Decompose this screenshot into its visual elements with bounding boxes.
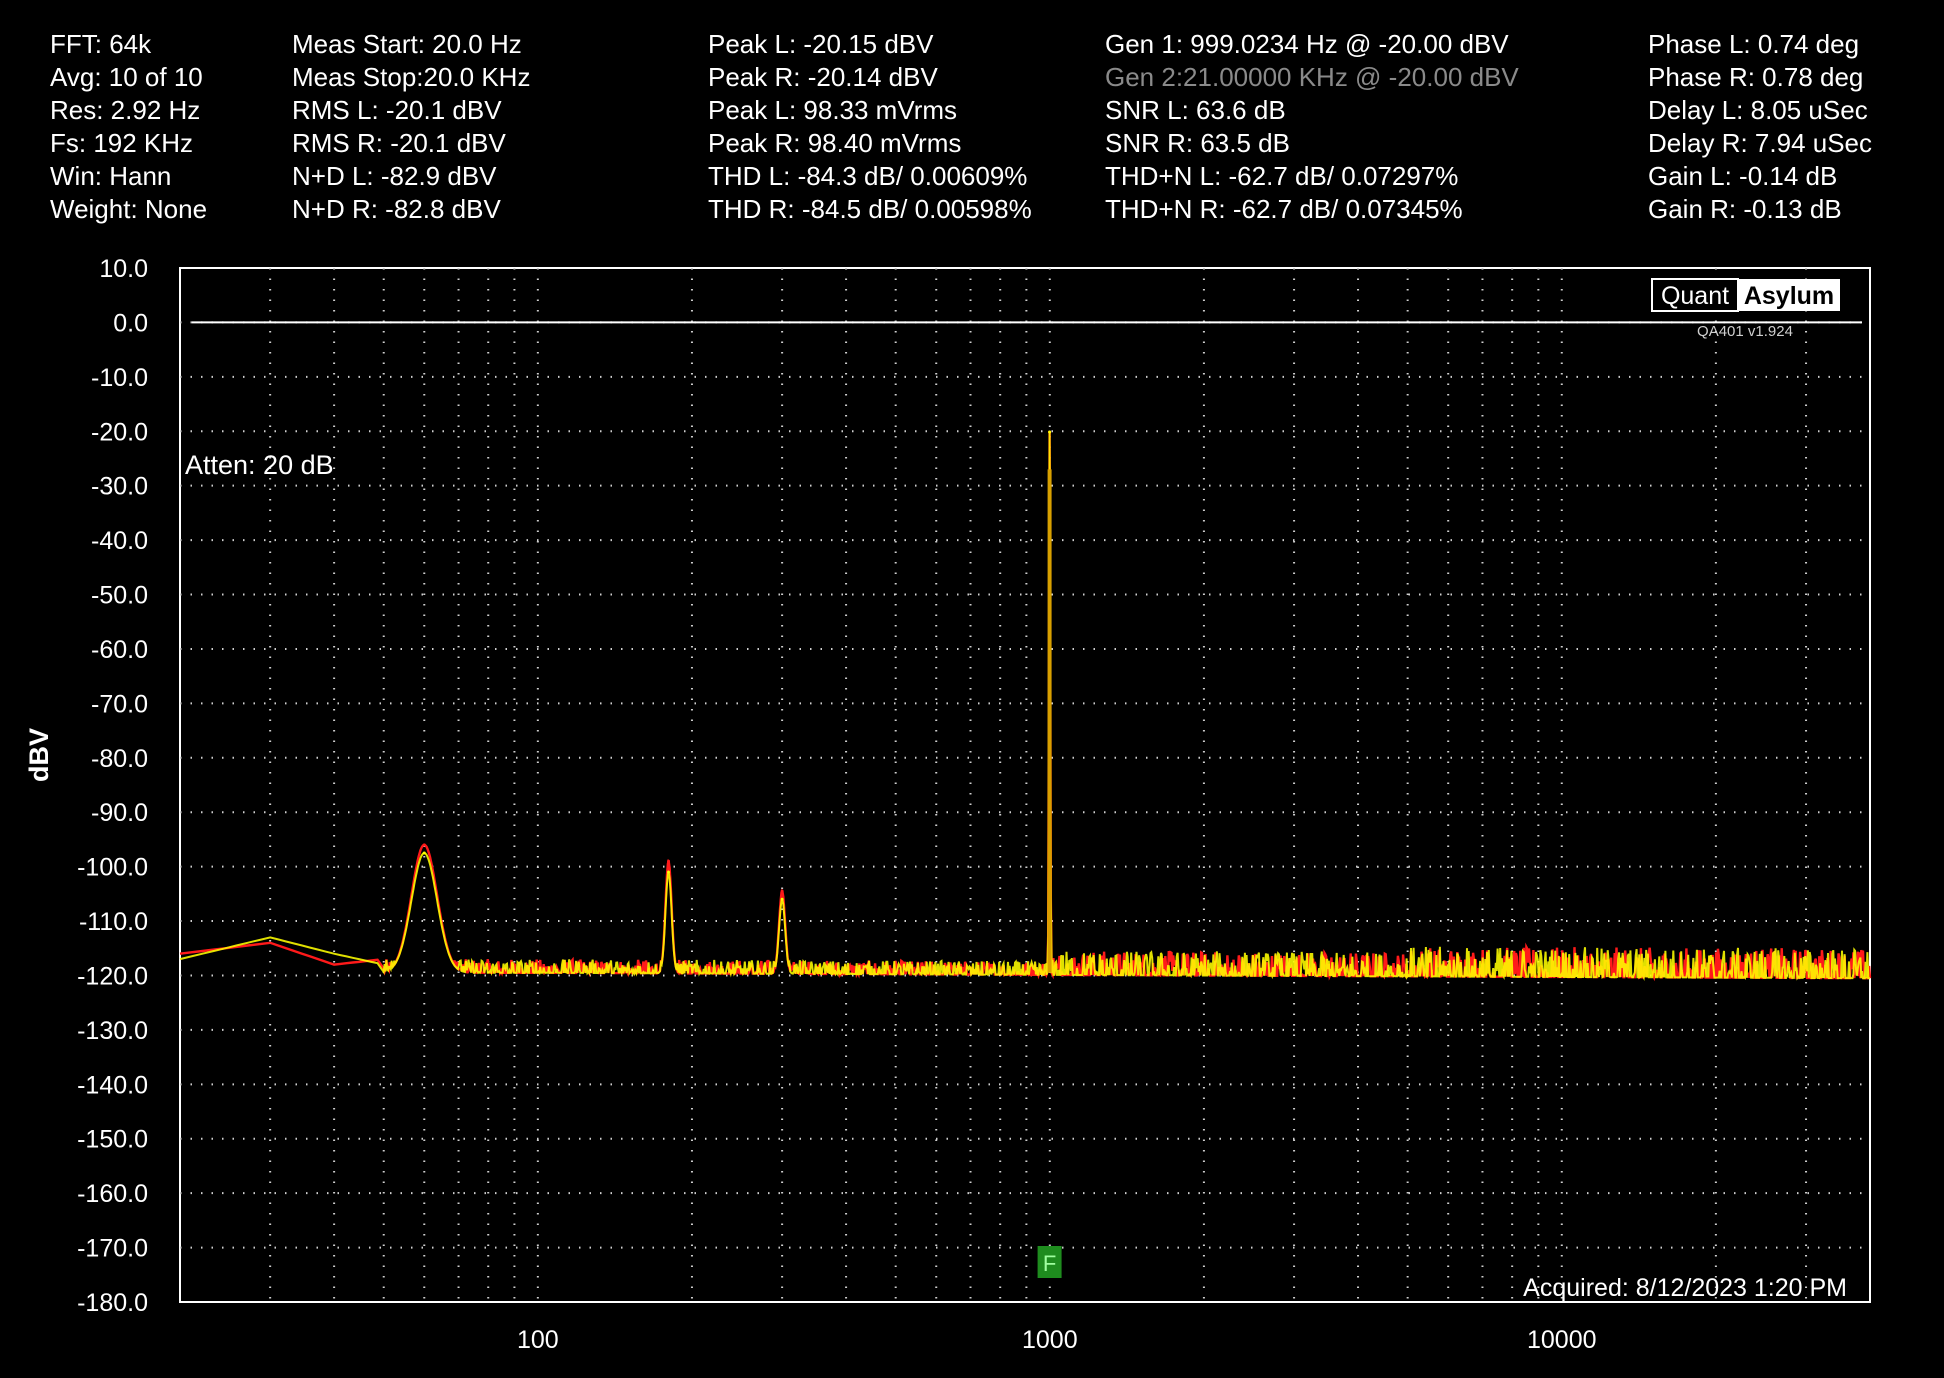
stat-line: Peak L: 98.33 mVrms [708,95,958,125]
logo-asylum-text: Asylum [1744,282,1834,310]
stat-line: SNR R: 63.5 dB [1105,128,1290,158]
stat-line: Delay R: 7.94 uSec [1648,128,1873,158]
x-tick-label: 10000 [1527,1326,1597,1354]
measurement-column: Meas Start: 20.0 Hz Meas Stop:20.0 KHz R… [292,28,530,226]
phase-gain-column: Phase L: 0.74 deg Phase R: 0.78 deg Dela… [1648,28,1872,226]
y-tick-labels: 10.0 0.0 -10.0 -20.0 -30.0 -40.0 -50.0 -60.0 -70… [77,255,148,1317]
plot-border [179,267,1871,1303]
peak-point-R [667,870,671,874]
stat-line: Res: 2.92 Hz [50,95,201,125]
y-tick-label: -50.0 [91,582,148,610]
y-tick-label: -150.0 [77,1126,148,1154]
traces [179,430,1872,982]
y-tick-label: -20.0 [91,418,148,446]
y-tick-label: -180.0 [77,1289,148,1317]
peak-point-L [422,843,426,847]
y-tick-label: -30.0 [91,473,148,501]
y-tick-label: -170.0 [77,1235,148,1263]
stat-line: THD+N R: -62.7 dB/ 0.07345% [1105,194,1463,224]
stat-line: N+D R: -82.8 dBV [292,194,501,224]
peak-point-L [780,889,784,893]
stat-line: RMS L: -20.1 dBV [292,95,502,125]
stat-line: Weight: None [50,194,208,224]
fft-settings-column: FFT: 64k Avg: 10 of 10 Res: 2.92 Hz Fs: … [50,28,207,226]
generator-snr-column: Gen 1: 999.0234 Hz @ -20.00 dBV Gen 2:21… [1105,28,1519,226]
stat-line: Peak R: -20.14 dBV [708,62,938,92]
y-tick-label: 0.0 [113,309,148,337]
stat-line: Win: Hann [50,161,172,191]
stat-line: Delay L: 8.05 uSec [1648,95,1868,125]
y-tick-label: -130.0 [77,1017,148,1045]
stat-line: SNR L: 63.6 dB [1105,95,1286,125]
version-label: QA401 v1.924 [1697,323,1793,340]
y-tick-label: -60.0 [91,636,148,664]
fundamental-marker[interactable]: F [1037,1246,1062,1278]
stat-line: FFT: 64k [50,29,152,59]
y-tick-label: 10.0 [99,255,148,283]
peak-point-R [1048,430,1052,434]
x-tick-label: 1000 [1022,1326,1078,1354]
y-tick-label: -70.0 [91,690,148,718]
y-tick-label: -80.0 [91,745,148,773]
stat-line: Avg: 10 of 10 [50,62,203,92]
logo-quant-box [1651,278,1739,312]
y-tick-label: -100.0 [77,854,148,882]
peak-point-R [780,897,784,901]
y-tick-label: -10.0 [91,364,148,392]
stat-line: Gen 1: 999.0234 Hz @ -20.00 dBV [1105,29,1509,59]
stat-line: Meas Start: 20.0 Hz [292,29,522,59]
logo-quant-text: Quant [1661,282,1729,310]
stat-line-disabled: Gen 2:21.00000 KHz @ -20.00 dBV [1105,62,1519,92]
stat-line: Peak R: 98.40 mVrms [708,128,962,158]
y-tick-label: -110.0 [79,908,148,936]
stat-line: Phase R: 0.78 deg [1648,62,1864,92]
y-tick-label: -140.0 [77,1071,148,1099]
stat-line: THD L: -84.3 dB/ 0.00609% [708,161,1028,191]
y-tick-label: -90.0 [91,799,148,827]
grid [180,268,1870,1302]
logo-asylum-box [1738,279,1840,311]
stat-line: Gain R: -0.13 dB [1648,194,1842,224]
peak-thd-column: Peak L: -20.15 dBV Peak R: -20.14 dBV Pe… [708,28,1032,226]
x-tick-label: 100 [517,1326,559,1354]
peak-point-R [422,851,426,855]
peak-point-L [667,859,671,863]
x-tick-labels: 100 1000 10000 [517,1326,1597,1354]
y-tick-label: -40.0 [91,527,148,555]
stat-line: N+D L: -82.9 dBV [292,161,497,191]
stat-line: Meas Stop:20.0 KHz [292,62,531,92]
stat-line: Gain L: -0.14 dB [1648,161,1838,191]
trace-R [179,431,1870,982]
stat-line: Peak L: -20.15 dBV [708,29,934,59]
marker-label: F [1043,1251,1056,1276]
y-tick-label: -120.0 [77,962,148,990]
acquired-timestamp: Acquired: 8/12/2023 1:20 PM [1523,1274,1847,1302]
marker-box[interactable] [1037,1246,1062,1278]
y-tick-label: -160.0 [77,1180,148,1208]
stat-line: Phase L: 0.74 deg [1648,29,1860,59]
quantasylum-logo: Quant Asylum QA401 v1.924 [1651,278,1840,340]
atten-label: Atten: 20 dB [185,450,334,480]
stat-line: THD R: -84.5 dB/ 0.00598% [708,194,1032,224]
trace-L [179,432,1872,982]
stat-line: RMS R: -20.1 dBV [292,128,506,158]
stat-line: THD+N L: -62.7 dB/ 0.07297% [1105,161,1459,191]
stat-line: Fs: 192 KHz [50,128,194,158]
